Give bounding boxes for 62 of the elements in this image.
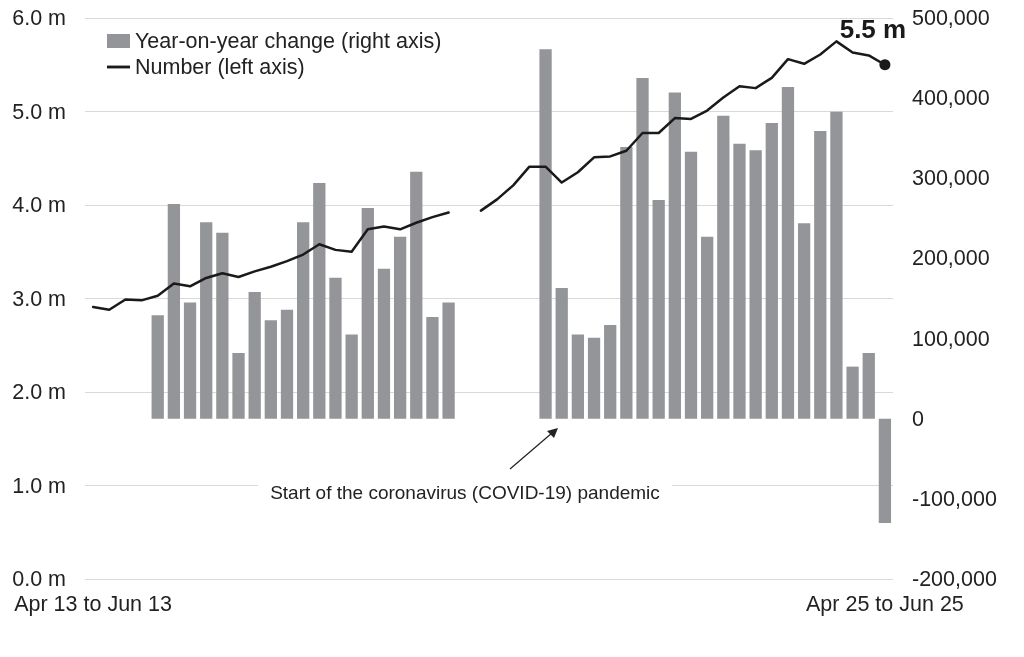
legend-label: Number (left axis) bbox=[135, 55, 305, 79]
bar bbox=[426, 316, 439, 419]
y2-tick-label: 0 bbox=[912, 406, 924, 431]
bar bbox=[636, 78, 649, 419]
bar bbox=[701, 236, 714, 419]
y2-tick-label: -200,000 bbox=[912, 567, 997, 591]
y2-tick-label: 200,000 bbox=[912, 246, 990, 271]
bar bbox=[183, 302, 197, 419]
x-tick-label: Apr 25 to Jun 25 bbox=[806, 592, 964, 616]
bar bbox=[846, 366, 859, 419]
y-tick-label: 5.0 m bbox=[12, 99, 66, 124]
bar bbox=[297, 222, 310, 419]
y2-tick-label: -100,000 bbox=[912, 486, 997, 511]
bar bbox=[830, 111, 843, 419]
bar bbox=[345, 334, 358, 419]
data-label: 5.5 m bbox=[839, 14, 907, 45]
bar bbox=[393, 236, 407, 419]
bar bbox=[361, 207, 374, 419]
y-tick-label: 3.0 m bbox=[12, 286, 66, 311]
bar bbox=[604, 324, 617, 419]
bar bbox=[717, 115, 730, 419]
bar bbox=[442, 302, 455, 419]
bar bbox=[878, 418, 892, 523]
y2-tick-label: 300,000 bbox=[912, 166, 990, 191]
bar bbox=[539, 49, 552, 419]
bar bbox=[652, 199, 665, 419]
y-tick-label: 6.0 m bbox=[12, 6, 66, 30]
bar bbox=[587, 337, 601, 419]
bar bbox=[668, 92, 681, 419]
y-tick-label: 4.0 m bbox=[12, 193, 66, 217]
bar bbox=[167, 203, 181, 419]
bar bbox=[377, 268, 391, 419]
y-tick-label: 0.0 m bbox=[12, 567, 66, 591]
bar bbox=[571, 334, 585, 419]
bar bbox=[329, 277, 342, 419]
bar bbox=[200, 222, 213, 419]
bar bbox=[733, 143, 746, 419]
y2-tick-label: 100,000 bbox=[912, 326, 990, 351]
x-tick-label: Apr 13 to Jun 13 bbox=[14, 592, 173, 616]
bar bbox=[410, 171, 423, 419]
bar bbox=[232, 353, 245, 419]
bar bbox=[749, 150, 762, 419]
bar bbox=[797, 223, 811, 419]
bar bbox=[862, 353, 875, 419]
y2-tick-label: 400,000 bbox=[912, 86, 990, 111]
bar bbox=[620, 147, 633, 419]
bar bbox=[765, 122, 778, 419]
bar bbox=[264, 320, 277, 419]
bar bbox=[781, 86, 795, 419]
bar bbox=[313, 183, 326, 419]
bar bbox=[216, 232, 229, 419]
y-tick-label: 2.0 m bbox=[12, 380, 66, 404]
bar bbox=[151, 315, 164, 419]
bar bbox=[248, 292, 261, 419]
y-tick-label: 1.0 m bbox=[12, 473, 66, 498]
annotation: Start of the coronavirus (COVID-19) pandemic bbox=[270, 481, 660, 503]
bar bbox=[814, 131, 827, 419]
y2-tick-label: 500,000 bbox=[912, 6, 990, 30]
bar bbox=[280, 309, 294, 419]
bar bbox=[555, 288, 568, 419]
legend-label: Year-on-year change (right axis) bbox=[135, 29, 442, 53]
bar bbox=[684, 151, 698, 419]
